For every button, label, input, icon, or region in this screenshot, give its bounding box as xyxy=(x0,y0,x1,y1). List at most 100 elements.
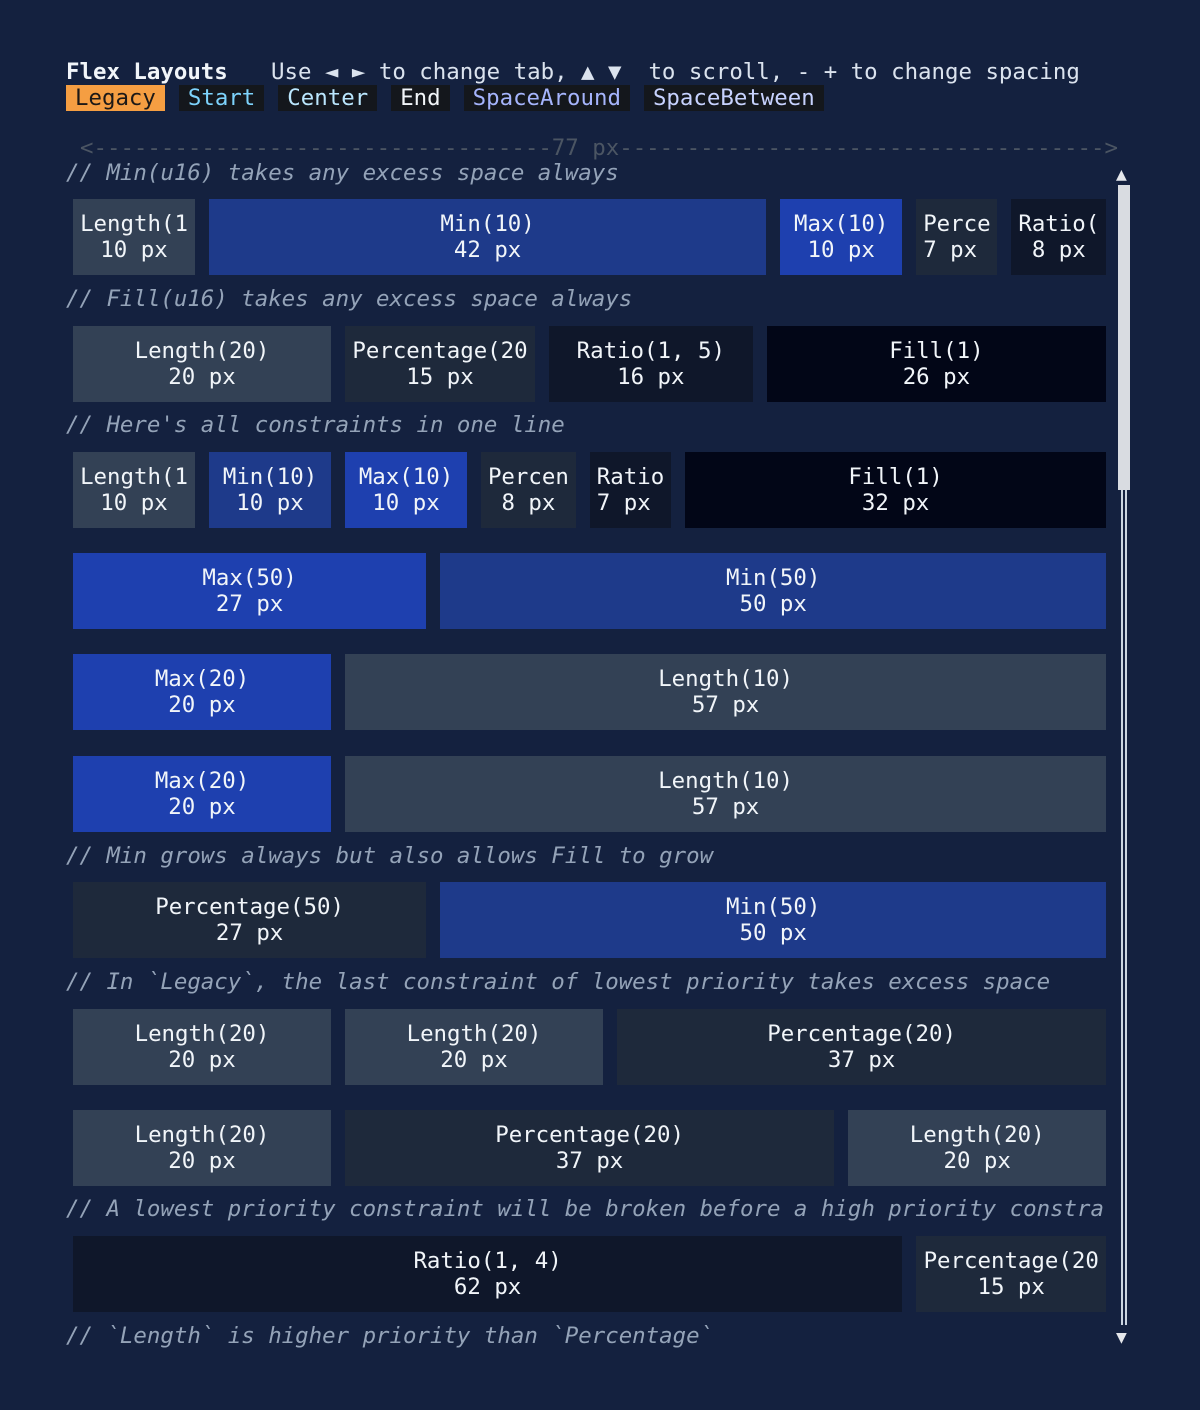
constraint-size: 16 px xyxy=(617,364,685,390)
constraint-label: Length(20) xyxy=(406,1021,542,1047)
constraint-size: 20 px xyxy=(168,1148,236,1174)
constraint-block-length: Length(20) 20 px xyxy=(73,326,331,402)
constraint-size: 15 px xyxy=(406,364,474,390)
constraint-size: 7 px xyxy=(923,237,978,263)
constraint-block-max: Max(20) 20 px xyxy=(73,756,331,832)
constraint-block-percentage: Percentage(20) 37 px xyxy=(617,1009,1107,1085)
comment-line: // Min grows always but also allows Fill… xyxy=(66,843,714,869)
scroll-down-arrow-icon[interactable]: ▼ xyxy=(1116,1327,1127,1348)
scrollbar-track[interactable] xyxy=(1121,185,1127,1325)
constraint-label: Length(10) xyxy=(658,768,793,794)
constraint-block-max: Max(10) 10 px xyxy=(345,452,467,528)
constraint-size: 7 px xyxy=(596,490,651,516)
constraint-block-length: Length(10) 57 px xyxy=(345,654,1107,730)
constraint-size: 62 px xyxy=(453,1274,522,1300)
tab-bar: Legacy Start Center End SpaceAround Spac… xyxy=(66,85,824,111)
app-title: Flex Layouts xyxy=(66,59,228,85)
tab-end[interactable]: End xyxy=(391,85,450,111)
constraint-label: Fill(1) xyxy=(889,338,984,364)
constraint-block-length: Length(20) 20 px xyxy=(73,1110,331,1186)
constraint-block-max: Max(20) 20 px xyxy=(73,654,331,730)
constraint-block-percentage: Percentage(20 15 px xyxy=(345,326,535,402)
constraint-label: Percen xyxy=(487,464,569,490)
tab-spacebetween[interactable]: SpaceBetween xyxy=(643,85,824,111)
constraint-label: Percentage(50) xyxy=(155,894,344,920)
constraint-size: 10 px xyxy=(236,490,304,516)
constraint-block-max: Max(50) 27 px xyxy=(73,553,427,629)
constraint-size: 20 px xyxy=(440,1047,508,1073)
constraint-block-min: Min(10) 42 px xyxy=(209,199,767,275)
constraint-label: Min(10) xyxy=(440,211,535,237)
comment-line: // `Length` is higher priority than `Per… xyxy=(66,1323,714,1349)
constraint-label: Percentage(20 xyxy=(923,1248,1099,1274)
constraint-size: 20 px xyxy=(168,692,236,718)
constraint-size: 8 px xyxy=(1031,237,1086,263)
constraint-size: 37 px xyxy=(555,1148,624,1174)
constraint-label: Max(20) xyxy=(154,768,250,794)
constraint-label: Perce xyxy=(923,211,991,237)
constraint-block-length: Length(20) 20 px xyxy=(848,1110,1107,1186)
help-text: Use ◄ ► to change tab, ▲ ▼ to scroll, - … xyxy=(271,59,1080,85)
constraint-label: Ratio xyxy=(596,464,665,490)
tab-legacy[interactable]: Legacy xyxy=(66,85,165,111)
scrollbar-thumb[interactable] xyxy=(1118,185,1130,490)
constraint-block-max: Max(10) 10 px xyxy=(780,199,903,275)
constraint-block-percentage: Percen 8 px xyxy=(481,452,576,528)
constraint-size: 20 px xyxy=(168,364,236,390)
constraint-size: 10 px xyxy=(100,237,168,263)
constraint-block-ratio: Ratio 7 px xyxy=(589,452,671,528)
constraint-label: Max(10) xyxy=(794,211,889,237)
constraint-block-percentage: Percentage(20 15 px xyxy=(916,1236,1107,1312)
constraint-size: 20 px xyxy=(943,1148,1011,1174)
comment-line: // Here's all constraints in one line xyxy=(66,412,565,438)
constraint-size: 10 px xyxy=(807,237,875,263)
tab-spacearound[interactable]: SpaceAround xyxy=(463,85,630,111)
constraint-label: Length(10) xyxy=(658,666,793,692)
comment-line: // Fill(u16) takes any excess space alwa… xyxy=(66,286,633,312)
constraint-label: Max(20) xyxy=(154,666,250,692)
constraint-block-min: Min(50) 50 px xyxy=(440,882,1107,958)
constraint-size: 57 px xyxy=(691,692,760,718)
constraint-size: 32 px xyxy=(861,490,930,516)
constraint-block-min: Min(10) 10 px xyxy=(209,452,331,528)
constraint-block-length: Length(20) 20 px xyxy=(73,1009,331,1085)
constraint-label: Max(10) xyxy=(358,464,454,490)
constraint-label: Fill(1) xyxy=(848,464,943,490)
constraint-label: Ratio(1, 5) xyxy=(576,338,725,364)
tab-center[interactable]: Center xyxy=(278,85,378,111)
constraint-label: Ratio(1, 4) xyxy=(413,1248,562,1274)
constraint-label: Min(50) xyxy=(726,894,821,920)
constraint-block-percentage: Percentage(20) 37 px xyxy=(345,1110,835,1186)
tab-start[interactable]: Start xyxy=(178,85,265,111)
constraint-label: Length(1 xyxy=(80,464,188,490)
constraint-block-min: Min(50) 50 px xyxy=(440,553,1107,629)
constraint-size: 20 px xyxy=(168,1047,236,1073)
constraint-size: 50 px xyxy=(739,920,807,946)
constraint-label: Ratio( xyxy=(1018,211,1100,237)
constraint-label: Percentage(20) xyxy=(495,1122,684,1148)
width-ruler: <----------------------------------77 px… xyxy=(80,135,1118,161)
scroll-up-arrow-icon[interactable]: ▲ xyxy=(1116,164,1127,185)
constraint-size: 15 px xyxy=(977,1274,1045,1300)
constraint-label: Min(10) xyxy=(222,464,318,490)
constraint-size: 10 px xyxy=(372,490,440,516)
constraint-label: Max(50) xyxy=(202,565,297,591)
constraint-block-percentage: Perce 7 px xyxy=(916,199,998,275)
constraint-size: 26 px xyxy=(902,364,971,390)
constraint-label: Min(50) xyxy=(726,565,821,591)
comment-line: // Min(u16) takes any excess space alway… xyxy=(66,160,619,186)
comment-line: // In `Legacy`, the last constraint of l… xyxy=(66,969,1051,995)
constraint-size: 57 px xyxy=(691,794,760,820)
constraint-size: 27 px xyxy=(215,920,284,946)
constraint-block-ratio: Ratio(1, 5) 16 px xyxy=(549,326,753,402)
constraint-size: 27 px xyxy=(215,591,284,617)
constraint-size: 10 px xyxy=(100,490,168,516)
constraint-block-length: Length(20) 20 px xyxy=(345,1009,603,1085)
constraint-label: Length(20) xyxy=(909,1122,1045,1148)
constraint-label: Length(20) xyxy=(134,1021,270,1047)
constraint-block-length: Length(1 10 px xyxy=(73,199,195,275)
constraint-size: 42 px xyxy=(453,237,522,263)
constraint-block-percentage: Percentage(50) 27 px xyxy=(73,882,427,958)
constraint-label: Percentage(20) xyxy=(767,1021,956,1047)
constraint-label: Length(1 xyxy=(80,211,188,237)
